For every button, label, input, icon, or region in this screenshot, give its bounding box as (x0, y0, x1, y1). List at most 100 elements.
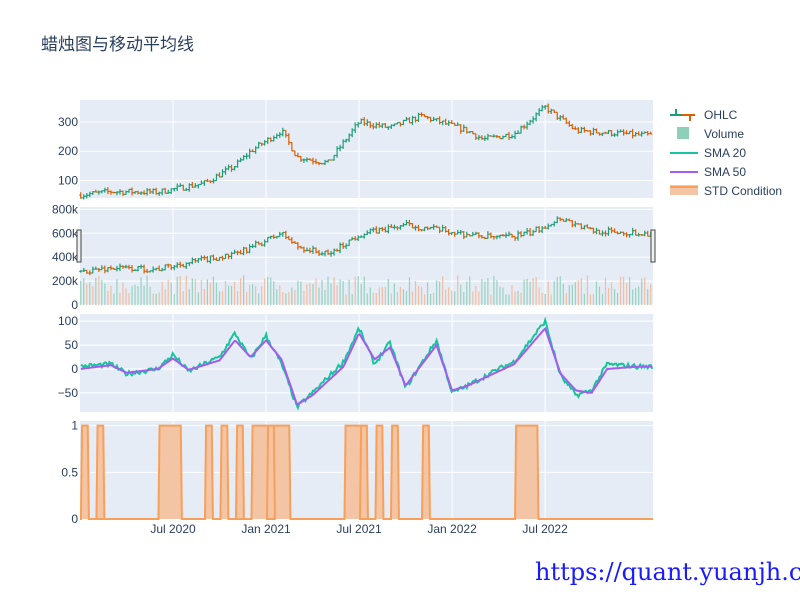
volume-bar (607, 287, 610, 305)
volume-bar (601, 293, 604, 305)
volume-bar (650, 284, 652, 305)
volume-bar (423, 294, 426, 305)
volume-bar (574, 282, 576, 305)
y-tick-label: 200 (58, 144, 78, 158)
volume-bar (264, 278, 266, 305)
volume-bar (128, 293, 130, 305)
volume-bar (179, 276, 181, 305)
volume-bar (170, 282, 172, 305)
volume-bar (499, 286, 501, 305)
volume-bar (463, 292, 465, 305)
volume-bar (270, 277, 272, 305)
volume-bar (321, 280, 323, 305)
volume-bar (224, 281, 227, 305)
volume-bar (436, 280, 438, 305)
volume-bar (396, 291, 399, 305)
panel-background (80, 207, 653, 305)
legend-item-sma20[interactable]: SMA 20 (670, 146, 746, 160)
volume-bar (442, 276, 444, 305)
volume-bar (92, 286, 94, 305)
legend-item-volume[interactable]: Volume (677, 127, 744, 141)
legend-item-std-condition[interactable]: STD Condition (670, 184, 782, 198)
volume-bar (182, 291, 184, 305)
volume-bar (285, 293, 287, 305)
x-axis: Jul 2020 Jan 2021 Jul 2021 Jan 2022 Jul 2022 (150, 522, 568, 536)
volume-bar (309, 283, 311, 305)
volume-bar (478, 291, 480, 305)
volume-bar (351, 293, 353, 305)
volume-bar (635, 287, 637, 305)
volume-bar (604, 277, 607, 305)
volume-bar (267, 276, 269, 305)
volume-bar (466, 281, 468, 305)
volume-bar (312, 283, 314, 305)
volume-bar (300, 281, 302, 305)
y-tick-label: 400k (52, 250, 79, 264)
y-tick-label: 100 (58, 173, 78, 187)
volume-bar (330, 283, 332, 305)
volume-bar (454, 291, 456, 305)
volume-bar (306, 283, 308, 305)
volume-bar (490, 294, 492, 305)
range-slider-left-handle[interactable] (76, 229, 82, 263)
volume-bar (80, 280, 82, 305)
range-slider-right-handle[interactable] (650, 229, 656, 263)
volume-bar (131, 286, 133, 305)
legend-label-std-condition: STD Condition (704, 184, 782, 198)
volume-bar (626, 282, 628, 305)
volume-bar (629, 277, 631, 305)
volume-bar (176, 276, 178, 305)
volume-bar (511, 285, 513, 305)
volume-bar (568, 285, 570, 305)
volume-bar (158, 292, 160, 305)
volume-bar (375, 292, 377, 305)
volume-bar (294, 289, 296, 305)
volume-bar (439, 281, 441, 305)
legend-item-ohlc[interactable]: OHLC (670, 108, 738, 122)
volume-bar (101, 280, 103, 305)
volume-bar (550, 294, 552, 305)
volume-bar (345, 294, 347, 305)
x-tick-label: Jul 2021 (336, 522, 382, 536)
volume-bar (469, 276, 471, 305)
legend-label-volume: Volume (704, 127, 744, 141)
volume-bar (577, 280, 579, 305)
legend[interactable]: OHLC Volume SMA 20 SMA 50 STD Condition (670, 108, 782, 198)
volume-bar (647, 289, 649, 305)
volume-bar (354, 276, 356, 305)
volume-bar (360, 283, 362, 305)
volume-bar (565, 293, 567, 305)
volume-bar (249, 284, 251, 305)
volume-bar (152, 293, 154, 305)
y-tick-label: 0 (71, 298, 78, 312)
volume-bar (119, 292, 121, 305)
volume-bar (167, 279, 169, 305)
volume-bar (297, 280, 299, 305)
panel-volume: 0 200k 400k 600k 800k (52, 202, 653, 312)
volume-bar (502, 287, 504, 305)
volume-bar (586, 275, 589, 305)
y-tick-label: 0 (71, 512, 78, 526)
volume-bar (146, 275, 148, 305)
volume-bar (402, 289, 405, 305)
volume-bar (390, 293, 392, 305)
y-tick-label: 600k (52, 226, 79, 240)
volume-bar (273, 281, 275, 305)
legend-item-sma50[interactable]: SMA 50 (670, 165, 746, 179)
volume-bar (411, 291, 414, 305)
volume-bar (598, 286, 601, 305)
volume-bar (339, 279, 341, 305)
volume-bar (541, 292, 543, 305)
chart-title: 蜡烛图与移动平均线 (41, 35, 194, 54)
volume-bar (610, 282, 613, 305)
legend-label-ohlc: OHLC (704, 108, 738, 122)
volume-bar (445, 289, 447, 305)
volume-bar (143, 285, 145, 305)
volume-bar (116, 279, 118, 305)
volume-bar (381, 286, 383, 305)
volume-bar (140, 277, 142, 305)
panel-background (80, 100, 653, 198)
volume-bar (173, 294, 175, 305)
volume-bar (378, 287, 380, 305)
volume-bar (595, 281, 598, 305)
